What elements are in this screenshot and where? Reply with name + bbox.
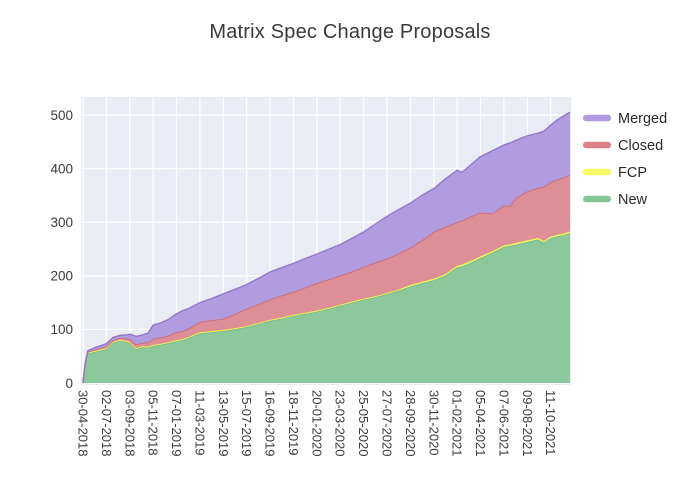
- x-tick-label: 07-01-2019: [169, 390, 184, 457]
- boundary-line-merged: [82, 111, 571, 384]
- x-tick-label: 01-02-2021: [450, 390, 465, 457]
- legend-item-new[interactable]: New: [583, 192, 648, 208]
- legend-item-merged[interactable]: Merged: [583, 111, 667, 127]
- x-tick-label: 16-09-2019: [263, 390, 278, 457]
- x-tick-label: 30-04-2018: [76, 390, 91, 457]
- x-tick-label: 30-11-2020: [426, 390, 441, 456]
- area-closed: [83, 175, 570, 383]
- x-tick-label: 15-07-2019: [239, 390, 254, 457]
- y-tick-label: 500: [50, 108, 73, 123]
- x-tick-label: 11-10-2021: [543, 390, 558, 456]
- x-tick-label: 05-11-2018: [146, 390, 161, 456]
- x-tick-label: 02-07-2018: [99, 390, 114, 457]
- legend-swatch-fcp: [583, 168, 611, 176]
- x-tick-label: 13-05-2019: [216, 390, 231, 457]
- y-tick-label: 200: [50, 269, 73, 284]
- legend-label-closed: Closed: [618, 138, 663, 154]
- legend-label-fcp: FCP: [618, 165, 647, 181]
- y-tick-label: 300: [50, 215, 73, 230]
- legend-label-merged: Merged: [618, 111, 667, 127]
- y-tick-label: 0: [65, 376, 73, 391]
- x-tick-label: 23-03-2020: [333, 390, 348, 457]
- x-tick-label: 11-03-2019: [192, 390, 207, 456]
- x-tick-label: 18-11-2019: [286, 390, 301, 456]
- legend-swatch-merged: [583, 114, 611, 122]
- area-new: [83, 232, 570, 383]
- legend-item-closed[interactable]: Closed: [583, 138, 663, 154]
- page-title: Matrix Spec Change Proposals: [209, 21, 491, 43]
- legend-swatch-closed: [583, 141, 611, 149]
- y-tick-label: 100: [50, 322, 73, 337]
- x-tick-label: 27-07-2020: [380, 390, 395, 457]
- legend-label-new: New: [618, 192, 648, 208]
- x-tick-label: 09-08-2021: [520, 390, 535, 457]
- y-tick-label: 400: [50, 161, 73, 176]
- x-tick-label: 20-01-2020: [309, 390, 324, 457]
- legend-swatch-new: [583, 195, 611, 203]
- x-tick-label: 07-06-2021: [496, 390, 511, 457]
- legend-item-fcp[interactable]: FCP: [583, 165, 647, 181]
- area-merged: [83, 112, 570, 384]
- x-tick-label: 03-09-2018: [122, 390, 137, 457]
- x-tick-label: 28-09-2020: [403, 390, 418, 457]
- x-tick-label: 25-05-2020: [356, 390, 371, 457]
- x-tick-label: 05-04-2021: [473, 390, 488, 457]
